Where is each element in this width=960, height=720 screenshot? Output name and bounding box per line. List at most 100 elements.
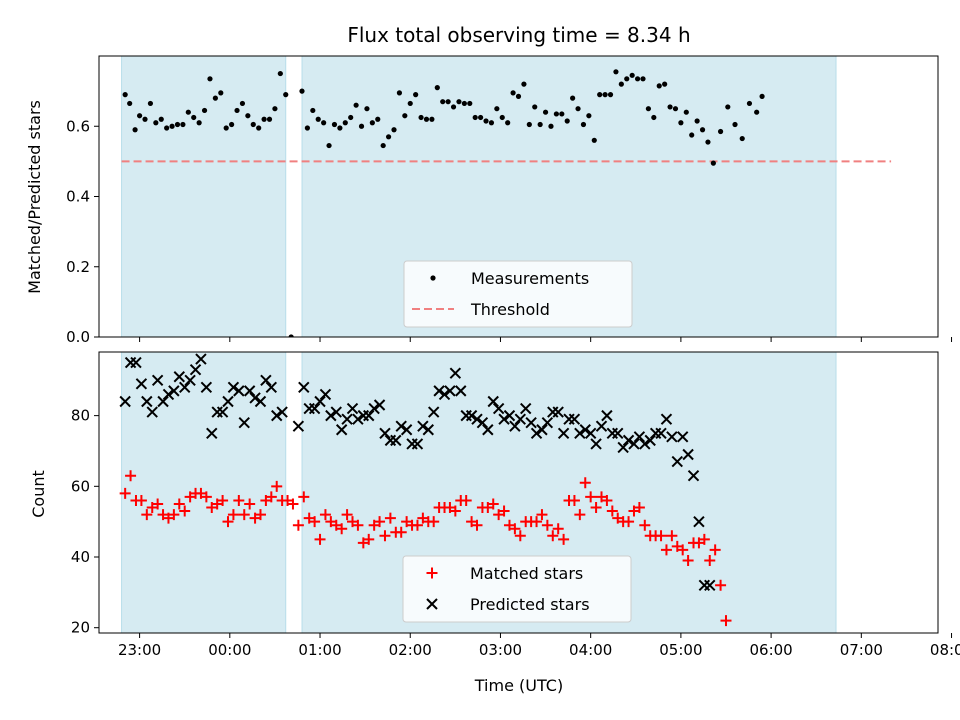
predicted-star-point — [676, 431, 689, 443]
measurement-point — [586, 113, 592, 119]
x-tick-label: 05:00 — [659, 641, 702, 659]
measurement-point — [725, 104, 731, 110]
measurement-point — [575, 106, 581, 112]
measurement-point — [391, 127, 397, 133]
predicted-star-point — [671, 455, 683, 468]
predicted-star-point — [509, 420, 521, 432]
measurement-point — [651, 114, 657, 121]
measurement-point — [678, 120, 684, 126]
predicted-star-point — [141, 395, 153, 408]
matched-star-point — [298, 491, 310, 503]
predicted-star-point — [276, 406, 288, 418]
matched-star-point — [541, 519, 553, 531]
measurement-point — [169, 123, 175, 129]
measurement-point — [418, 114, 424, 121]
measurement-point — [250, 121, 256, 128]
predicted-star-point — [151, 374, 164, 386]
predicted-star-point — [536, 424, 548, 436]
matched-star-point — [319, 509, 331, 521]
predicted-star-point — [503, 409, 516, 422]
matched-star-point — [265, 491, 277, 503]
predicted-star-point — [476, 416, 489, 429]
predicted-star-point — [368, 402, 380, 415]
measurement-point — [472, 114, 478, 121]
matched-star-point — [336, 523, 348, 535]
predicted-star-point — [612, 427, 624, 440]
measurement-point — [754, 109, 760, 115]
measurement-point — [229, 121, 235, 128]
matched-star-point — [514, 530, 526, 542]
predicted-star-point — [146, 406, 158, 418]
matched-star-point — [639, 519, 651, 531]
predicted-star-point — [617, 441, 629, 454]
predicted-star-point — [162, 388, 175, 401]
measurement-point — [645, 106, 652, 112]
measurement-point — [705, 139, 711, 145]
measurement-point — [689, 132, 695, 138]
measurement-point — [164, 125, 170, 131]
predicted-star-point — [178, 381, 191, 394]
predicted-star-point — [249, 392, 261, 404]
measurement-point — [348, 114, 354, 121]
measurement-point — [505, 120, 511, 126]
ratio-observing-span-0 — [121, 55, 287, 338]
matched-star-point — [200, 491, 212, 503]
measurement-point — [147, 100, 154, 107]
matched-star-point — [547, 530, 559, 542]
predicted-star-point — [260, 374, 272, 386]
measurement-point — [423, 116, 430, 122]
measurement-point — [407, 100, 413, 107]
x-tick-label: 01:00 — [298, 641, 341, 659]
measurement-point — [440, 99, 446, 105]
measurement-point — [272, 106, 278, 112]
x-tick-label: 02:00 — [389, 641, 432, 659]
measurement-point — [299, 88, 305, 94]
matched-star-point — [590, 502, 602, 514]
matched-star-point — [655, 530, 667, 542]
predicted-star-point — [455, 385, 467, 397]
matched-star-point — [715, 579, 727, 591]
measurement-point — [461, 100, 467, 107]
matched-star-point — [633, 502, 645, 514]
measurement-point — [499, 114, 505, 121]
measurement-point — [526, 121, 532, 128]
predicted-star-point — [427, 406, 440, 418]
predicted-star-point — [704, 579, 716, 591]
predicted-star-point — [222, 395, 234, 408]
measurement-point — [613, 69, 619, 75]
legend-entry-label: Measurements — [471, 269, 589, 288]
predicted-star-point — [189, 363, 202, 376]
matched-star-point — [552, 523, 564, 535]
measurement-point — [358, 123, 365, 129]
predicted-star-point — [438, 388, 451, 401]
matched-star-point — [238, 509, 250, 521]
predicted-star-point — [520, 402, 532, 415]
matched-star-point — [666, 530, 678, 542]
measurement-point — [196, 120, 202, 126]
predicted-star-point — [530, 427, 543, 440]
ratio-y-tick-label: 0.2 — [66, 258, 90, 276]
measurement-point — [266, 116, 273, 122]
measurement-point — [212, 95, 218, 101]
measurement-point — [136, 113, 143, 119]
measurement-point — [191, 114, 197, 121]
measurement-point — [634, 76, 641, 82]
predicted-star-point — [471, 413, 483, 425]
matched-star-point — [579, 477, 591, 489]
measurement-point — [580, 121, 587, 128]
measurement-point — [245, 113, 251, 119]
predicted-star-point — [644, 434, 656, 447]
measurement-point — [710, 160, 716, 166]
measurement-point — [385, 134, 392, 140]
legend-measurement-marker — [430, 275, 436, 281]
count-y-tick-label: 60 — [71, 477, 90, 495]
predicted-star-point — [422, 424, 434, 436]
predicted-star-point — [335, 424, 348, 436]
predicted-star-point — [633, 431, 646, 443]
matched-star-point — [119, 487, 131, 499]
matched-star-point — [173, 498, 185, 510]
measurement-point — [629, 72, 635, 78]
measurement-point — [132, 127, 138, 133]
measurement-point — [402, 113, 408, 119]
matched-star-point — [574, 509, 586, 521]
